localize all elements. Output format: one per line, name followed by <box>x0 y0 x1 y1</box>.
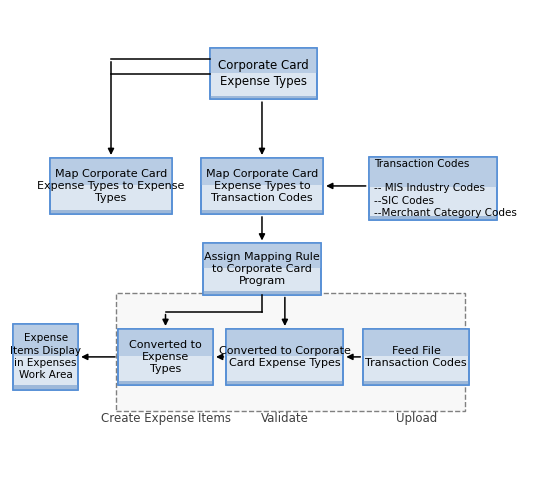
Text: Converted to
Expense
Types: Converted to Expense Types <box>129 339 202 374</box>
Text: Validate: Validate <box>261 412 309 425</box>
FancyBboxPatch shape <box>227 381 344 385</box>
FancyBboxPatch shape <box>210 48 317 73</box>
FancyBboxPatch shape <box>118 329 213 356</box>
FancyBboxPatch shape <box>118 381 213 385</box>
Text: Corporate Card
Expense Types: Corporate Card Expense Types <box>218 59 309 88</box>
FancyBboxPatch shape <box>118 329 213 385</box>
FancyBboxPatch shape <box>203 291 321 294</box>
FancyBboxPatch shape <box>13 324 78 390</box>
Text: Feed File
Transaction Codes: Feed File Transaction Codes <box>365 346 467 368</box>
FancyBboxPatch shape <box>50 158 172 185</box>
FancyBboxPatch shape <box>203 244 321 294</box>
FancyBboxPatch shape <box>210 96 317 99</box>
Text: Create Expense Items: Create Expense Items <box>100 412 230 425</box>
FancyBboxPatch shape <box>227 329 344 385</box>
FancyBboxPatch shape <box>363 329 469 356</box>
Text: Upload: Upload <box>396 412 437 425</box>
FancyBboxPatch shape <box>368 216 497 220</box>
FancyBboxPatch shape <box>50 210 172 214</box>
FancyBboxPatch shape <box>203 244 321 268</box>
Text: Map Corporate Card
Expense Types to
Transaction Codes: Map Corporate Card Expense Types to Tran… <box>206 168 318 204</box>
Text: Converted to Corporate
Card Expense Types: Converted to Corporate Card Expense Type… <box>219 346 351 368</box>
FancyBboxPatch shape <box>50 158 172 214</box>
FancyBboxPatch shape <box>368 157 497 220</box>
FancyBboxPatch shape <box>13 324 78 356</box>
Text: Expense
Items Display
in Expenses
Work Area: Expense Items Display in Expenses Work A… <box>10 333 81 380</box>
FancyBboxPatch shape <box>363 329 469 385</box>
FancyBboxPatch shape <box>201 210 323 214</box>
FancyBboxPatch shape <box>117 293 465 411</box>
Text: Transaction Codes

-- MIS Industry Codes
--SIC Codes
--Merchant Category Codes: Transaction Codes -- MIS Industry Codes … <box>374 159 517 218</box>
FancyBboxPatch shape <box>201 158 323 214</box>
FancyBboxPatch shape <box>13 385 78 390</box>
FancyBboxPatch shape <box>227 329 344 356</box>
FancyBboxPatch shape <box>210 48 317 99</box>
FancyBboxPatch shape <box>368 157 497 187</box>
FancyBboxPatch shape <box>363 381 469 385</box>
FancyBboxPatch shape <box>201 158 323 185</box>
Text: Map Corporate Card
Expense Types to Expense
Types: Map Corporate Card Expense Types to Expe… <box>37 168 185 204</box>
Text: Assign Mapping Rule
to Corporate Card
Program: Assign Mapping Rule to Corporate Card Pr… <box>204 251 320 287</box>
